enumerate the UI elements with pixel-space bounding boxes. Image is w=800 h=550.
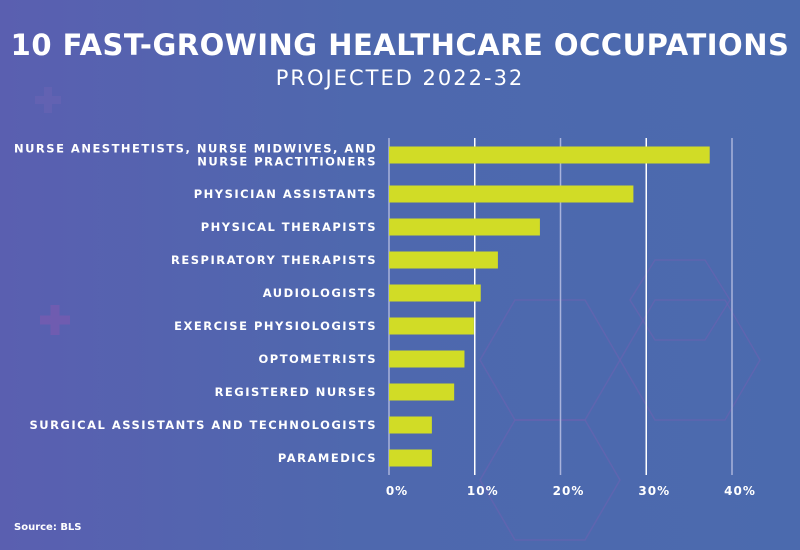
chart-subtitle: PROJECTED 2022-32 <box>275 66 525 90</box>
category-label: NURSE PRACTITIONERS <box>197 155 377 169</box>
source-note: Source: BLS <box>14 522 82 533</box>
category-label: OPTOMETRISTS <box>258 352 377 366</box>
bar <box>389 251 498 269</box>
bar <box>389 185 634 203</box>
x-tick-label: 40% <box>724 484 756 498</box>
category-label: REGISTERED NURSES <box>215 385 377 399</box>
bar <box>389 218 540 236</box>
category-label: EXERCISE PHYSIOLOGISTS <box>174 319 377 333</box>
bar <box>389 449 432 467</box>
x-tick-label: 0% <box>386 484 408 498</box>
category-label: RESPIRATORY THERAPISTS <box>171 253 377 267</box>
category-label: PHYSICAL THERAPISTS <box>201 220 377 234</box>
chart-title: 10 FAST-GROWING HEALTHCARE OCCUPATIONS <box>10 28 790 62</box>
category-label: SURGICAL ASSISTANTS AND TECHNOLOGISTS <box>29 418 377 432</box>
background-decoration <box>35 87 761 541</box>
category-label: PHYSICIAN ASSISTANTS <box>194 187 377 201</box>
bar <box>389 146 710 164</box>
bar <box>389 317 474 335</box>
category-label: NURSE ANESTHETISTS, NURSE MIDWIVES, AND <box>14 142 377 156</box>
bar <box>389 416 432 434</box>
bar <box>389 383 455 401</box>
bar <box>389 350 465 368</box>
category-label: AUDIOLOGISTS <box>263 286 377 300</box>
bar <box>389 284 481 302</box>
x-tick-label: 10% <box>467 484 499 498</box>
x-tick-label: 30% <box>638 484 670 498</box>
x-tick-label: 20% <box>553 484 585 498</box>
category-label: PARAMEDICS <box>278 451 377 465</box>
